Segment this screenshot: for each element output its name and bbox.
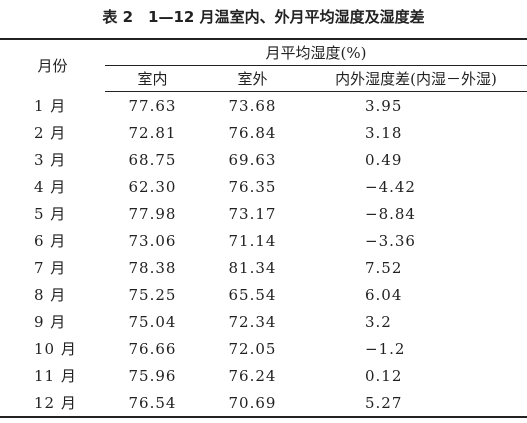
- table-row: 9 月 75.04 72.34 3.2: [0, 308, 527, 335]
- value-cell: 65.54: [228, 285, 277, 304]
- month-cell: 2 月: [34, 124, 67, 142]
- value-cell: 7.52: [365, 258, 403, 277]
- value-cell: 77.98: [128, 204, 177, 223]
- table-row: 7 月 78.38 81.34 7.52: [0, 254, 527, 281]
- month-cell: 6 月: [34, 232, 67, 250]
- value-cell: 75.04: [128, 312, 177, 331]
- table-row: 12 月 76.54 70.69 5.27: [0, 389, 527, 418]
- value-cell: 76.24: [228, 366, 277, 385]
- value-cell: 62.30: [128, 177, 177, 196]
- month-cell: 3 月: [34, 151, 67, 169]
- table-row: 11 月 75.96 76.24 0.12: [0, 362, 527, 389]
- value-cell: −8.84: [365, 204, 416, 223]
- month-cell: 12 月: [0, 389, 105, 418]
- value-cell: 72.81: [128, 123, 177, 142]
- value-cell: 75.25: [128, 285, 177, 304]
- table-title: 表 2 1—12 月温室内、外月平均湿度及湿度差: [102, 8, 425, 26]
- header-group: 月平均湿度(%): [105, 38, 527, 66]
- value-cell: 0.12: [365, 366, 403, 385]
- month-cell: 7 月: [34, 259, 67, 277]
- value-cell: 73.17: [228, 204, 277, 223]
- value-cell: −3.36: [365, 231, 416, 250]
- value-cell: 3.2: [365, 312, 392, 331]
- table-body: 1 月 77.63 73.68 3.95 2 月 72.81 76.84 3.18 3 月 68.…: [0, 92, 527, 418]
- value-cell: −1.2: [365, 339, 406, 358]
- table-row: 3 月 68.75 69.63 0.49: [0, 146, 527, 173]
- value-cell: 71.14: [228, 231, 277, 250]
- value-cell: 3.18: [365, 123, 403, 142]
- month-cell: 4 月: [34, 178, 67, 196]
- value-cell: 70.69: [200, 389, 305, 418]
- value-cell: 72.05: [228, 339, 277, 358]
- value-cell: 76.54: [105, 389, 200, 418]
- table-row: 2 月 72.81 76.84 3.18: [0, 119, 527, 146]
- value-cell: 76.66: [128, 339, 177, 358]
- header-cell: 内外湿度差(内湿－外湿): [305, 65, 527, 92]
- table-row: 10 月 76.66 72.05 −1.2: [0, 335, 527, 362]
- table-row: 8 月 75.25 65.54 6.04: [0, 281, 527, 308]
- month-cell: 9 月: [34, 313, 67, 331]
- value-cell: 0.49: [365, 150, 403, 169]
- value-cell: 69.63: [228, 150, 277, 169]
- value-cell: 5.27: [305, 389, 527, 418]
- header-cell: 月份: [0, 38, 105, 92]
- table-row: 4 月 62.30 76.35 −4.42: [0, 173, 527, 200]
- value-cell: 3.95: [365, 96, 403, 115]
- value-cell: 72.34: [228, 312, 277, 331]
- month-cell: 5 月: [34, 205, 67, 223]
- month-cell: 1 月: [34, 96, 67, 115]
- value-cell: 75.96: [128, 366, 177, 385]
- value-cell: 76.35: [228, 177, 277, 196]
- table: 月份 月平均湿度(%) 室内 室外 内外湿度差(内湿－外湿) 1 月 77.63 7…: [0, 38, 527, 418]
- table-row: 6 月 73.06 71.14 −3.36: [0, 227, 527, 254]
- header-cell: 室内: [105, 65, 200, 92]
- header-cell: 室外: [200, 65, 305, 92]
- month-cell: 10 月: [34, 340, 77, 358]
- value-cell: 78.38: [128, 258, 177, 277]
- value-cell: 6.04: [365, 285, 403, 304]
- value-cell: 76.84: [228, 123, 277, 142]
- value-cell: 77.63: [128, 96, 177, 115]
- value-cell: 73.68: [228, 96, 277, 115]
- table-row: 5 月 77.98 73.17 −8.84: [0, 200, 527, 227]
- table-row: 1 月 77.63 73.68 3.95: [0, 92, 527, 120]
- value-cell: −4.42: [365, 177, 416, 196]
- month-cell: 11 月: [34, 367, 77, 385]
- value-cell: 81.34: [228, 258, 277, 277]
- value-cell: 73.06: [128, 231, 177, 250]
- month-cell: 8 月: [34, 286, 67, 304]
- value-cell: 68.75: [128, 150, 177, 169]
